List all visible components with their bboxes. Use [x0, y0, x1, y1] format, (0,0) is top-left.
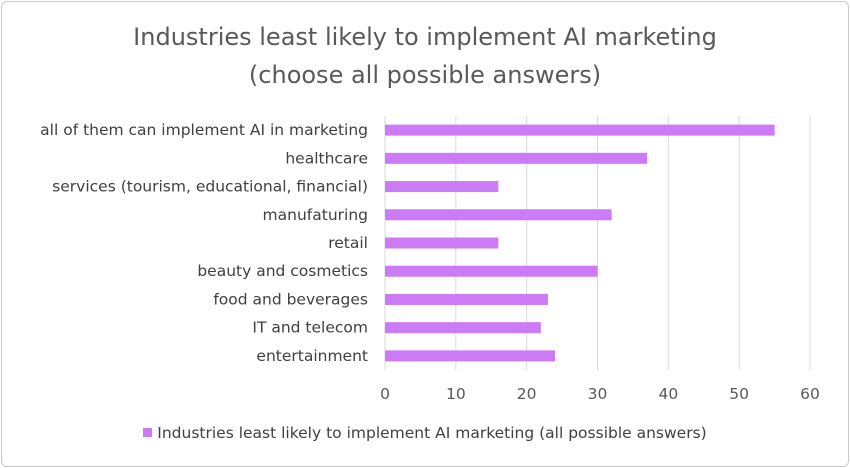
bar	[385, 350, 555, 362]
bar	[385, 152, 648, 164]
category-label: IT and telecom	[252, 319, 368, 337]
x-tick-label: 10	[446, 385, 466, 403]
chart-subtitle: (choose all possible answers)	[248, 61, 602, 89]
chart-title: Industries least likely to implement AI …	[133, 23, 717, 51]
bar	[385, 124, 775, 136]
bar	[385, 265, 598, 277]
category-label: entertainment	[256, 347, 368, 365]
x-tick-label: 50	[729, 385, 749, 403]
bar	[385, 293, 548, 305]
category-label: retail	[328, 234, 368, 252]
legend-swatch	[143, 428, 153, 437]
category-label: services (tourism, educational, financia…	[52, 178, 368, 196]
x-tick-label: 30	[588, 385, 608, 403]
category-label: healthcare	[285, 149, 368, 167]
x-tick-label: 60	[800, 385, 820, 403]
bar	[385, 181, 499, 193]
bar	[385, 209, 612, 221]
category-label: manufaturing	[263, 206, 368, 224]
x-tick-label: 0	[380, 385, 390, 403]
bar	[385, 237, 499, 249]
category-label: beauty and cosmetics	[197, 262, 368, 280]
legend-label: Industries least likely to implement AI …	[157, 424, 707, 442]
legend: Industries least likely to implement AI …	[0, 424, 850, 442]
category-label: all of them can implement AI in marketin…	[40, 121, 368, 139]
x-tick-label: 20	[517, 385, 537, 403]
category-label: food and beverages	[213, 290, 368, 308]
x-tick-label: 40	[658, 385, 678, 403]
bar	[385, 322, 541, 334]
